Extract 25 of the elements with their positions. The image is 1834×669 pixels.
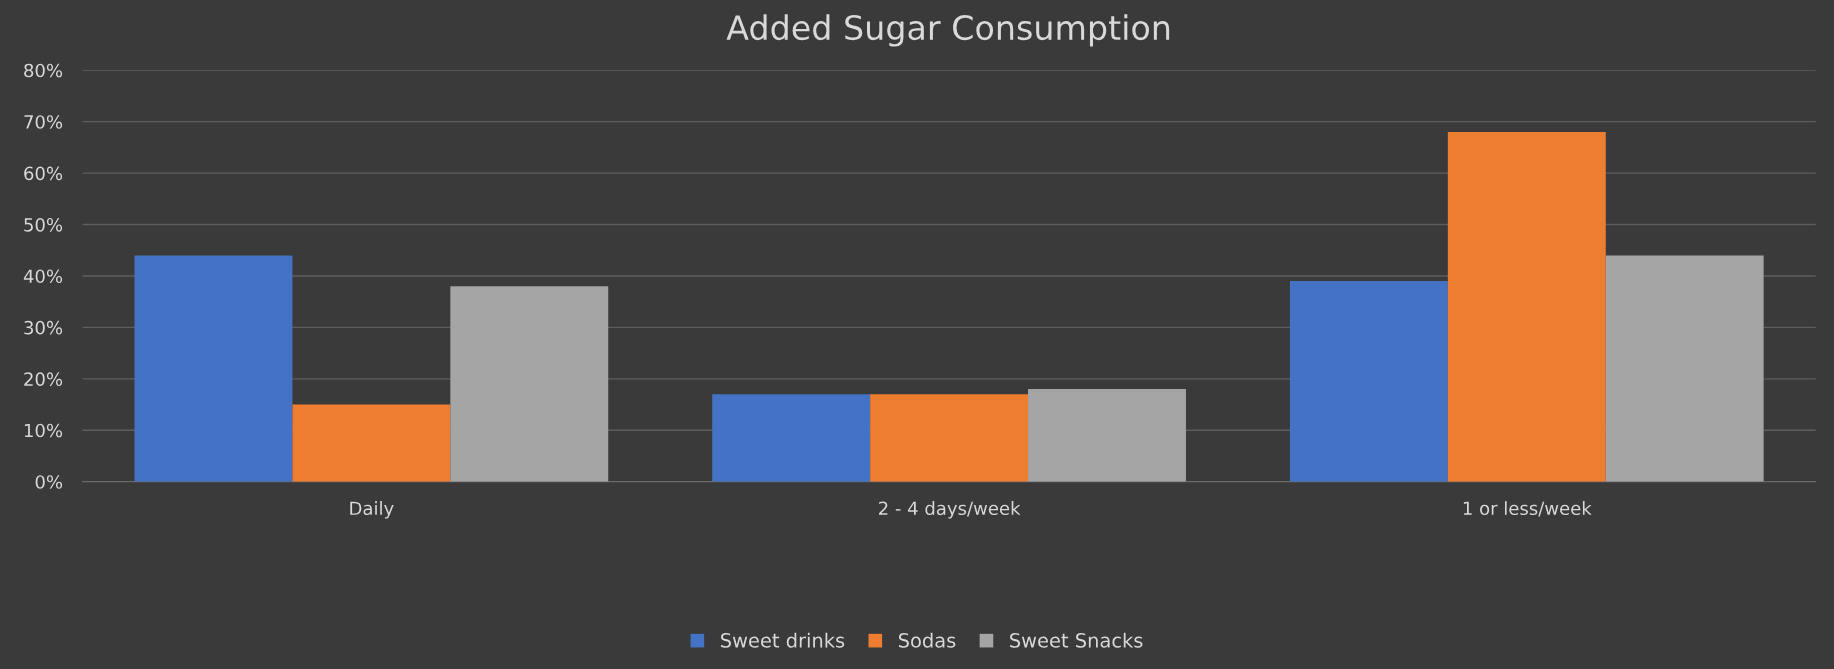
bar (1289, 281, 1448, 482)
y-tick-label: 50% (24, 217, 63, 232)
x-tick-label: 1 or less/week (1463, 501, 1592, 517)
bar (292, 404, 451, 482)
x-tick-label: 2 - 4 days/week (878, 501, 1021, 519)
chart-title: Added Sugar Consumption (726, 14, 1170, 47)
y-tick-label: 40% (23, 269, 63, 284)
y-tick-label: 70% (24, 115, 63, 129)
y-tick-label: 20% (24, 372, 63, 386)
y-tick-label: 30% (24, 320, 63, 335)
bar (1605, 255, 1764, 482)
bar (1028, 389, 1186, 482)
legend-label: Sodas (898, 632, 956, 648)
y-tick-label: 10% (24, 423, 63, 438)
y-tick-label: 60% (24, 166, 63, 181)
bar (134, 255, 293, 482)
y-tick-label: 80% (24, 63, 63, 78)
legend-label: Sweet Snacks (1010, 632, 1143, 648)
bar (1447, 131, 1606, 482)
legend-label: Sweet drinks (721, 632, 845, 648)
bar (450, 286, 609, 482)
bar (870, 394, 1029, 482)
bar (712, 394, 871, 482)
x-tick-label: Daily (350, 501, 394, 519)
y-tick-label: 0% (35, 475, 63, 489)
